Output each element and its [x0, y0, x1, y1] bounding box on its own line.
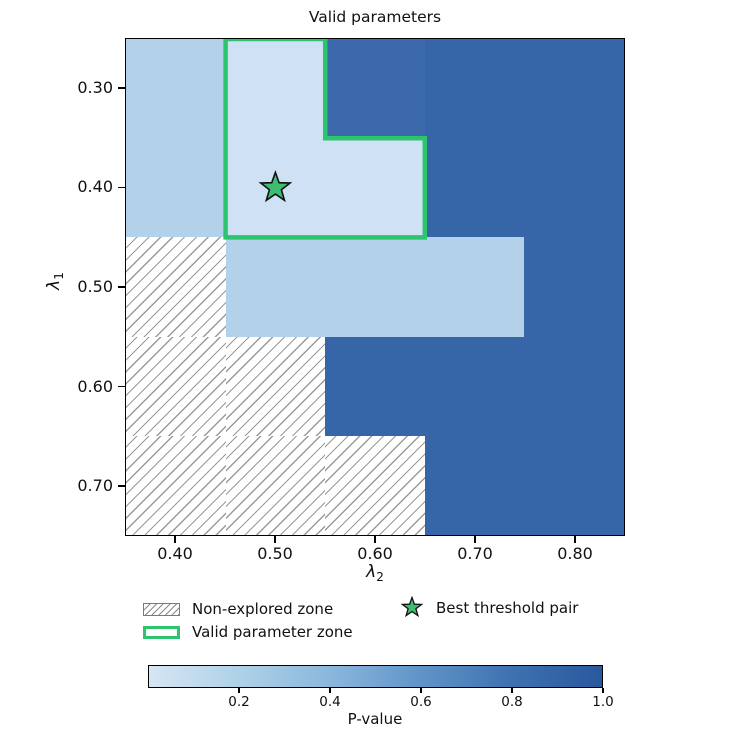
- non-explored-cell: [325, 435, 426, 536]
- colorbar-tick-mark: [420, 688, 422, 693]
- x-tick-label: 0.70: [457, 544, 493, 563]
- x-tick-mark: [574, 536, 576, 543]
- colorbar-tick-mark: [238, 688, 240, 693]
- y-tick-label: 0.40: [77, 177, 113, 197]
- heatmap-cell: [424, 237, 525, 337]
- y-tick-mark: [118, 286, 125, 288]
- colorbar-tick-label: 1.0: [592, 694, 614, 710]
- x-tick-label: 0.60: [357, 544, 393, 563]
- green-rect-swatch-icon: [143, 625, 180, 639]
- heatmap-cell: [225, 237, 326, 337]
- x-axis-label: λ2: [325, 562, 425, 584]
- heatmap-cell: [524, 336, 625, 437]
- heatmap-cell: [424, 39, 525, 139]
- heatmap-cell: [424, 336, 525, 437]
- heatmap-cell: [126, 138, 226, 238]
- colorbar: [148, 665, 603, 688]
- x-tick-mark: [274, 536, 276, 543]
- legend-label: Non-explored zone: [192, 600, 334, 618]
- heatmap-cell: [325, 237, 426, 337]
- heatmap-plot: [125, 38, 625, 536]
- non-explored-cell: [126, 435, 226, 536]
- hatched-swatch-icon: [143, 602, 180, 616]
- plot-overlay: [223, 39, 428, 240]
- colorbar-tick-label: 0.2: [228, 694, 250, 710]
- y-tick-label: 0.60: [77, 376, 113, 396]
- best-pair-star-icon: [258, 169, 293, 203]
- x-tick-label: 0.40: [157, 544, 193, 563]
- green-star-swatch-icon: [400, 596, 424, 618]
- heatmap-cell: [225, 39, 326, 139]
- y-tick-label: 0.70: [77, 476, 113, 496]
- legend-item-non-explored: Non-explored zone: [143, 599, 333, 619]
- legend-item-best-pair: Best threshold pair: [399, 596, 579, 618]
- x-tick-mark: [374, 536, 376, 543]
- colorbar-tick-mark: [329, 688, 331, 693]
- heatmap-cell: [524, 138, 625, 238]
- non-explored-cell: [126, 336, 226, 437]
- legend-label: Best threshold pair: [436, 599, 579, 617]
- y-tick-mark: [118, 186, 125, 189]
- heatmap-cell: [325, 336, 426, 437]
- heatmap-cell: [524, 39, 625, 139]
- y-tick-mark: [118, 87, 125, 89]
- heatmap-cell: [424, 435, 525, 536]
- heatmap-cell: [325, 138, 426, 238]
- y-tick-mark: [118, 385, 125, 388]
- x-tick-label: 0.80: [557, 544, 593, 563]
- x-tick-mark: [474, 536, 476, 543]
- colorbar-label: P-value: [347, 710, 403, 728]
- heatmap-cell: [424, 138, 525, 238]
- y-tick-label: 0.50: [77, 277, 113, 296]
- x-tick-label: 0.50: [257, 544, 293, 563]
- valid-zone-outline: [223, 39, 428, 240]
- heatmap-cell: [524, 237, 625, 337]
- y-tick-label: 0.30: [77, 77, 113, 97]
- x-axis-label-subscript: 2: [376, 570, 384, 584]
- colorbar-tick-label: 0.6: [410, 694, 432, 710]
- legend-label: Valid parameter zone: [192, 623, 353, 641]
- heatmap-cells: [126, 39, 625, 536]
- heatmap-cell: [325, 39, 426, 139]
- x-tick-mark: [174, 536, 176, 543]
- colorbar-tick-mark: [511, 688, 513, 693]
- non-explored-cell: [225, 435, 326, 536]
- non-explored-cell: [126, 237, 226, 337]
- heatmap-cell: [524, 435, 625, 536]
- y-tick-mark: [118, 485, 125, 487]
- colorbar-tick-label: 0.8: [501, 694, 523, 710]
- colorbar-tick-label: 0.4: [319, 694, 341, 710]
- heatmap-cell: [126, 39, 226, 139]
- chart-title: Valid parameters: [308, 8, 442, 26]
- non-explored-cell: [225, 336, 326, 437]
- legend-item-valid-zone: Valid parameter zone: [143, 622, 353, 642]
- x-axis-label-symbol: λ: [366, 562, 377, 582]
- colorbar-tick-mark: [602, 688, 604, 693]
